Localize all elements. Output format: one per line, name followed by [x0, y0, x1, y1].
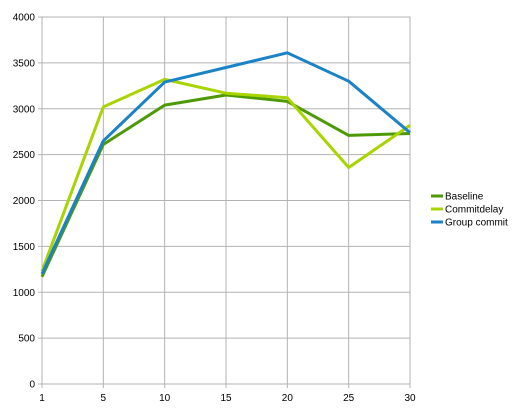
x-tick-label: 1	[39, 393, 45, 404]
x-tick-label: 5	[101, 393, 107, 404]
x-tick-label: 30	[404, 393, 416, 404]
series-line-commitdelay	[40, 77, 411, 272]
series-lines	[40, 51, 411, 278]
y-tick-label: 1500	[13, 242, 36, 253]
y-tick-label: 1000	[13, 288, 36, 299]
legend: Baseline Commitdelay Group commit	[431, 192, 508, 229]
y-tick-labels: 0 500 1000 1500 2000 2500 3000 3500 4000	[13, 13, 36, 391]
legend-label: Baseline	[445, 192, 484, 203]
axes	[38, 16, 411, 388]
x-tick-label: 25	[343, 393, 355, 404]
y-tick-label: 4000	[13, 13, 36, 24]
y-tick-label: 0	[29, 380, 35, 391]
x-tick-label: 10	[159, 393, 171, 404]
plot-area-border	[41, 16, 411, 385]
legend-label: Group commit	[445, 218, 508, 229]
legend-label: Commitdelay	[445, 205, 503, 216]
series-line-baseline	[40, 93, 411, 278]
y-tick-label: 2500	[13, 150, 36, 161]
y-tick-label: 3500	[13, 58, 36, 69]
y-tick-label: 500	[18, 334, 35, 345]
x-tick-label: 20	[282, 393, 294, 404]
y-tick-label: 3000	[13, 104, 36, 115]
gridlines	[41, 16, 411, 385]
y-tick-label: 2000	[13, 196, 36, 207]
series-line-group-commit	[40, 51, 411, 275]
x-tick-label: 15	[220, 393, 232, 404]
x-tick-labels: 1 5 10 15 20 25 30	[39, 393, 416, 404]
